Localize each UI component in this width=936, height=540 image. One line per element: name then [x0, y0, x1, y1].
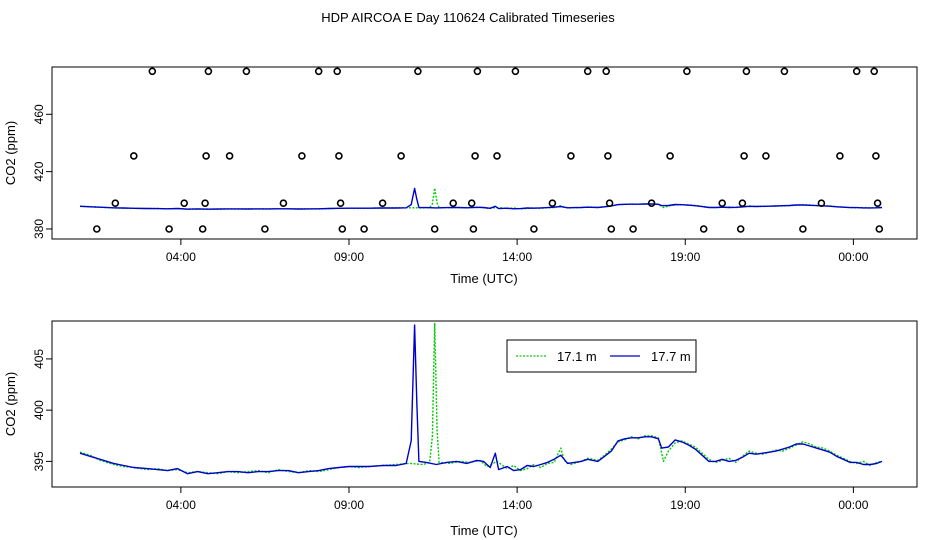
top-plot-frame	[51, 66, 918, 240]
top-y-tick-label: 460	[32, 104, 46, 124]
bottom-y-axis-label: CO2 (ppm)	[3, 372, 18, 436]
calibration-point	[314, 67, 323, 76]
bottom-y-tick-label: 405	[32, 349, 46, 369]
calibration-point	[202, 152, 210, 160]
calibration-point	[875, 225, 884, 233]
calibration-point	[742, 67, 751, 76]
top-y-tick-label: 380	[32, 219, 46, 239]
calibration-point	[607, 225, 616, 233]
calibration-point	[298, 152, 306, 160]
calibration-point	[567, 152, 575, 160]
calibration-point	[799, 225, 807, 233]
calibration-point	[335, 152, 343, 160]
bottom-x-tick-label: 00:00	[838, 498, 868, 512]
calibration-point	[604, 152, 612, 160]
calibration-point	[378, 199, 387, 207]
calibration-point	[467, 199, 476, 207]
legend-label-17-1m: 17.1 m	[557, 349, 597, 364]
calibration-point	[718, 199, 727, 207]
calibration-point	[699, 225, 708, 233]
calibration-point	[93, 225, 101, 233]
calibration-point	[397, 152, 405, 160]
top-series-line-17-7-m	[79, 187, 883, 210]
calibration-point	[740, 152, 748, 160]
top-x-tick-label: 14:00	[502, 250, 532, 264]
top-x-tick-label: 04:00	[166, 250, 196, 264]
calibration-point	[762, 152, 770, 160]
top-x-axis-label: Time (UTC)	[450, 271, 517, 286]
calibration-point	[204, 67, 213, 76]
calibration-point	[852, 67, 861, 76]
bottom-y-tick-label: 395	[32, 451, 46, 471]
bottom-x-tick-label: 04:00	[166, 498, 196, 512]
legend: 17.1 m 17.7 m	[506, 339, 697, 373]
calibration-point	[333, 67, 342, 76]
bottom-plot-frame	[51, 320, 918, 488]
calibration-point	[473, 67, 482, 76]
calibration-point	[225, 152, 234, 160]
bottom-x-axis-label: Time (UTC)	[450, 523, 517, 538]
calibration-point	[836, 152, 844, 160]
calibration-point	[279, 199, 288, 207]
calibration-point	[738, 199, 747, 207]
calibration-point	[338, 225, 347, 233]
bottom-x-tick-label: 09:00	[334, 498, 364, 512]
calibration-point	[666, 152, 674, 160]
calibration-point	[148, 67, 157, 76]
calibration-point	[111, 199, 120, 207]
calibration-point	[242, 67, 251, 76]
legend-label-17-7m: 17.7 m	[651, 349, 691, 364]
calibration-point	[548, 199, 557, 207]
calibration-point	[736, 225, 745, 233]
calibration-point	[471, 152, 479, 160]
calibration-point	[469, 225, 478, 233]
bottom-series-line-17-1-m	[79, 322, 883, 475]
calibration-point	[817, 199, 826, 207]
calibration-point	[430, 225, 439, 233]
top-y-tick-label: 420	[32, 161, 46, 181]
top-panel: 04:00 09:00 14:00 19:00 00:00 380 420 460 Time …	[3, 66, 918, 286]
calibration-point	[130, 152, 138, 160]
chart-title: HDP AIRCOA E Day 110624 Calibrated Times…	[321, 10, 615, 25]
calibration-point	[336, 199, 345, 207]
top-y-axis-label: CO2 (ppm)	[3, 121, 18, 185]
bottom-panel: 04:00 09:00 14:00 19:00 00:00 395 400 405 Time …	[3, 320, 918, 538]
calibration-point	[872, 152, 880, 160]
bottom-series-line-17-7-m	[79, 324, 883, 475]
calibration-point	[647, 199, 656, 207]
calibration-point	[414, 67, 422, 76]
calibration-point	[873, 199, 882, 207]
calibration-point	[201, 199, 209, 207]
calibration-point	[198, 225, 207, 233]
calibration-point	[683, 67, 691, 76]
top-x-tick-label: 00:00	[838, 250, 868, 264]
calibration-point	[511, 67, 520, 76]
calibration-point	[449, 199, 458, 207]
top-x-tick-label: 19:00	[670, 250, 700, 264]
calibration-point	[165, 225, 173, 233]
bottom-y-tick-label: 400	[32, 400, 46, 420]
top-x-tick-label: 09:00	[334, 250, 364, 264]
calibration-point	[583, 67, 592, 76]
calibration-point	[360, 225, 368, 233]
calibration-point	[261, 225, 269, 233]
calibration-point	[605, 199, 614, 207]
bottom-x-tick-label: 19:00	[670, 498, 700, 512]
calibration-point	[629, 225, 637, 233]
bottom-x-tick-label: 14:00	[502, 498, 532, 512]
calibration-point	[602, 67, 611, 76]
calibration-point	[870, 67, 879, 76]
calibration-point	[780, 67, 789, 76]
calibration-point	[180, 199, 188, 207]
calibration-point	[530, 225, 538, 233]
calibration-point	[493, 152, 501, 160]
